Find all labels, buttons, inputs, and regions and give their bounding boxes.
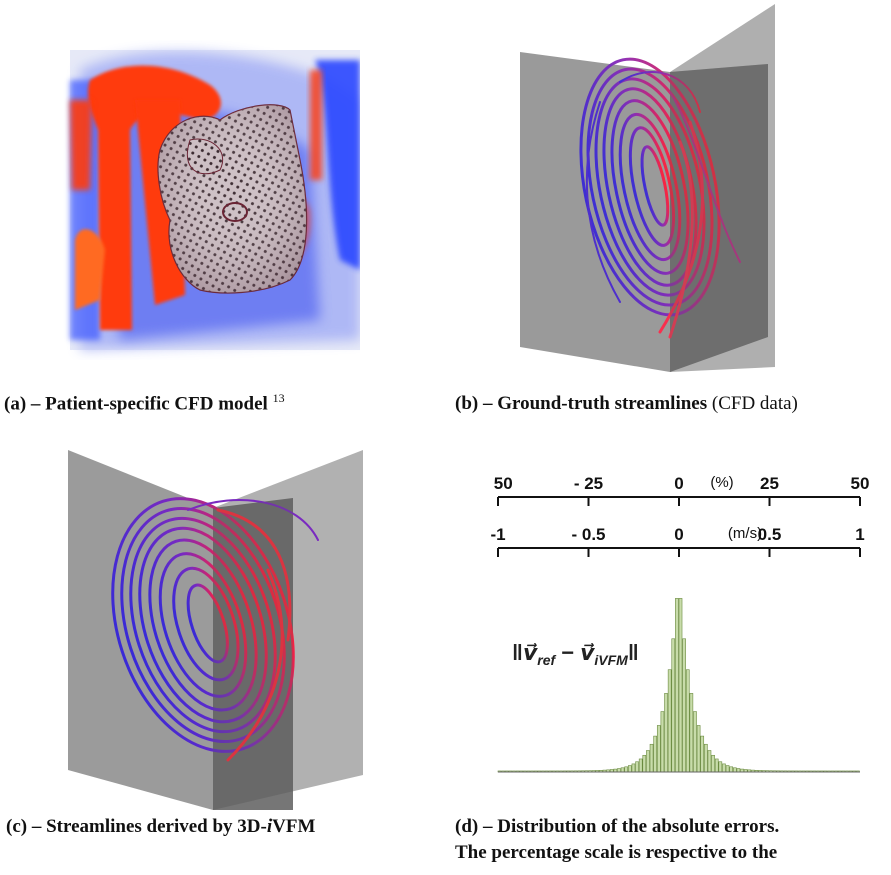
- histogram-bar: [700, 735, 705, 773]
- axis-tick-label: 0: [674, 525, 683, 544]
- histogram-bar: [620, 767, 625, 773]
- streamlines-b-image: [520, 4, 775, 372]
- histogram-bar: [689, 693, 694, 773]
- histogram-bar: [628, 765, 632, 773]
- histogram-bar: [722, 763, 726, 773]
- histogram-bar: [696, 725, 701, 773]
- histogram-bar: [718, 761, 723, 773]
- histogram-bar: [638, 758, 643, 773]
- histogram-bar: [736, 768, 741, 773]
- panel-c-streamlines: [68, 440, 368, 815]
- histogram-bar: [675, 598, 679, 773]
- histogram-bar: [646, 750, 650, 773]
- error-histogram-chart: - 50 - 25 0 25 50 (%) -1 - 0.5 0 0.5 1 (m/s) ‖v⃗…: [483, 474, 870, 773]
- histogram-bar: [664, 693, 668, 773]
- axis-tick-label: 0.5: [758, 525, 782, 544]
- histogram-bar: [707, 750, 712, 773]
- cfd-model-image: [70, 50, 360, 351]
- error-formula: ‖v⃗ref − v⃗iVFM‖: [512, 640, 639, 668]
- histogram-bar: [729, 766, 733, 773]
- caption-c-prefix: (c) – Streamlines derived by 3D-: [6, 816, 267, 837]
- histogram-bar: [671, 638, 676, 773]
- axis-tick-label: - 0.5: [571, 525, 605, 544]
- panel-d-chart: - 50 - 25 0 25 50 (%) -1 - 0.5 0 0.5 1 (m/s) ‖v⃗…: [483, 455, 880, 785]
- axis-velocity-unit: (m/s): [728, 525, 762, 542]
- caption-d-line1: (d) – Distribution of the absolute error…: [455, 816, 780, 837]
- axis-percent-unit: (%): [710, 474, 733, 491]
- histogram-bar: [714, 758, 719, 773]
- axis-velocity: -1 - 0.5 0 0.5 1 (m/s): [490, 525, 865, 557]
- caption-b-normal: (CFD data): [711, 393, 798, 414]
- axis-tick-label: -1: [490, 525, 505, 544]
- histogram-bar: [631, 763, 636, 773]
- axis-percent: - 50 - 25 0 25 50 (%): [483, 474, 870, 506]
- histogram-bar: [660, 711, 665, 773]
- axis-tick-label: - 50: [490, 474, 513, 493]
- axis-tick-label: 25: [760, 474, 779, 493]
- axis-tick-label: - 25: [574, 474, 603, 493]
- caption-a: (a) – Patient-specific CFD model 13: [4, 391, 285, 415]
- histogram-bar: [667, 669, 672, 773]
- histogram-bar: [653, 735, 657, 773]
- histogram-bar: [682, 638, 686, 773]
- histogram-bar: [642, 754, 647, 773]
- caption-b: (b) – Ground-truth streamlines (CFD data…: [455, 393, 798, 415]
- caption-a-reference: 13: [272, 391, 285, 405]
- caption-c: (c) – Streamlines derived by 3D-iVFM: [6, 816, 315, 838]
- histogram-bar: [635, 761, 639, 773]
- histogram-bar: [617, 768, 621, 773]
- histogram-bar: [656, 725, 661, 773]
- panel-a-cfd-model: [60, 40, 360, 360]
- histogram-bar: [649, 743, 654, 773]
- caption-c-italic: i: [266, 816, 273, 837]
- caption-c-suffix: VFM: [272, 816, 316, 837]
- histogram-bar: [693, 711, 697, 773]
- histogram-bar: [704, 743, 708, 773]
- axis-tick-label: 1: [855, 525, 864, 544]
- histogram-bar: [711, 754, 715, 773]
- caption-a-text: (a) – Patient-specific CFD model: [4, 393, 268, 415]
- streamlines-c-image: [68, 450, 363, 810]
- histogram-bars: [497, 598, 860, 773]
- histogram-bar: [678, 598, 683, 773]
- histogram-bar: [733, 767, 737, 773]
- caption-b-bold: (b) – Ground-truth streamlines: [455, 393, 708, 414]
- axis-tick-label: 50: [851, 474, 870, 493]
- histogram-bar: [685, 669, 690, 773]
- histogram-bar: [624, 766, 629, 773]
- caption-d-line2: The percentage scale is respective to th…: [455, 842, 778, 863]
- axis-tick-label: 0: [674, 474, 683, 493]
- histogram-bar: [725, 765, 730, 773]
- panel-b-streamlines: [510, 2, 780, 374]
